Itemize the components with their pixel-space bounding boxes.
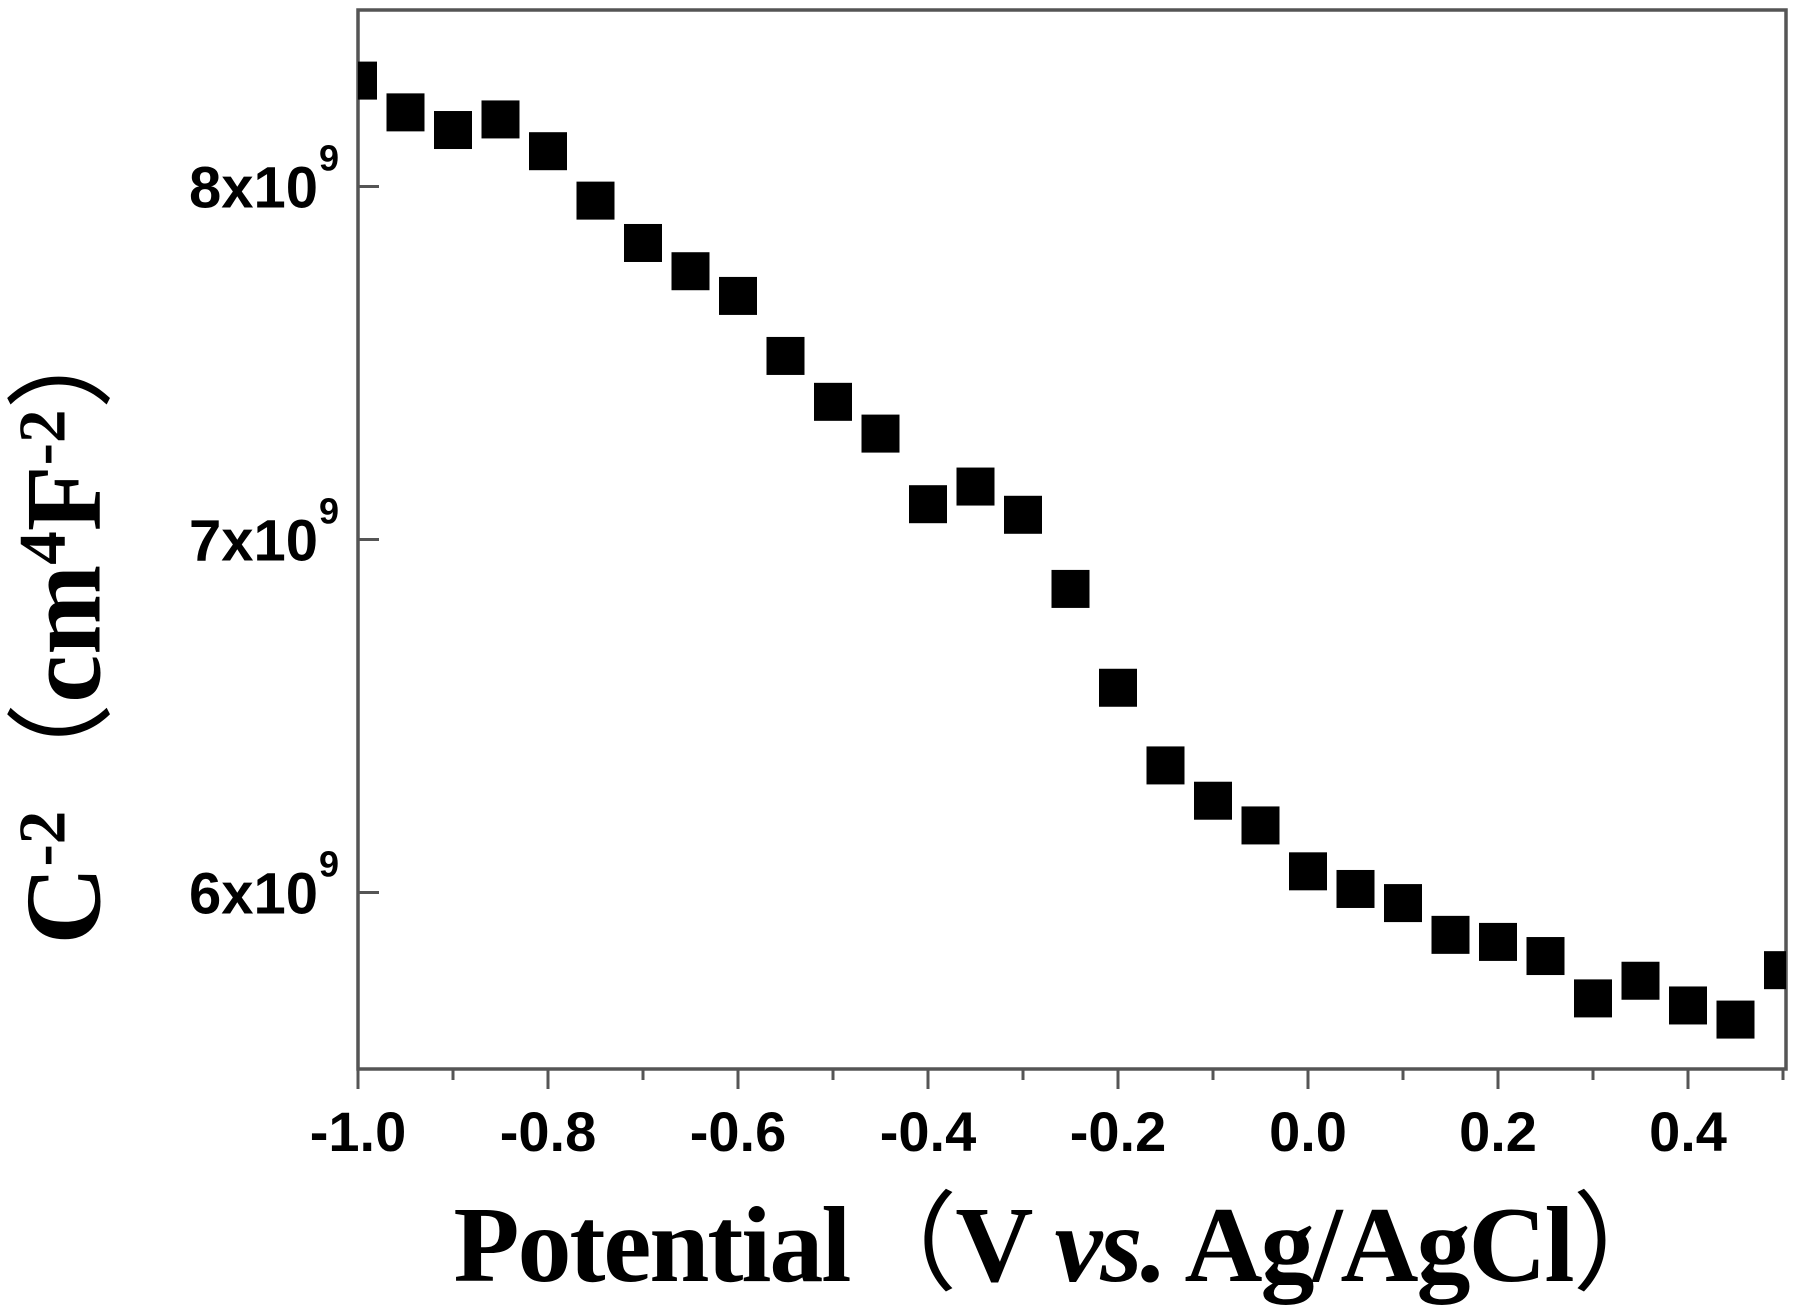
ylabel-c-exponent: -2 (5, 810, 80, 867)
ylabel-open-paren: （ (4, 702, 124, 811)
ylabel-close-paren: ） (4, 301, 124, 410)
x-tick-label: -0.6 (690, 1100, 787, 1163)
y-tick-exponent: 9 (319, 844, 339, 885)
ylabel-cm-exponent: 4 (5, 531, 80, 565)
ylabel-unit-cm: cm (4, 564, 124, 703)
data-point-square (1621, 961, 1660, 1000)
data-point-square (624, 223, 662, 262)
y-axis-title: C-2（cm4F-2） (4, 302, 123, 945)
y-tick-exponent: 9 (319, 138, 339, 179)
xlabel-vs: vs. (1054, 1186, 1167, 1305)
xlabel-main: Potential (453, 1186, 851, 1305)
data-point-square (1431, 915, 1470, 954)
x-tick-label: 0.0 (1269, 1100, 1347, 1163)
data-point-square (1336, 869, 1375, 908)
ylabel-f-exponent: -2 (5, 409, 80, 466)
data-point-square (956, 467, 995, 506)
data-point-square (671, 252, 710, 291)
data-point-square (909, 485, 947, 524)
xlabel-ref: Ag/AgCl (1165, 1186, 1574, 1305)
data-point-square (1384, 884, 1422, 923)
data-point-square (1004, 495, 1042, 534)
data-point-square (814, 382, 852, 421)
data-point-square (1764, 951, 1786, 990)
data-point-square (1479, 922, 1517, 961)
data-point-square (386, 93, 425, 132)
data-point-square (719, 276, 757, 315)
y-tick-label: 6x10 (189, 862, 318, 927)
data-point-square (1241, 806, 1280, 845)
data-point-square (1099, 668, 1137, 707)
x-tick-label: 0.2 (1459, 1100, 1537, 1163)
y-tick-label: 8x10 (189, 156, 318, 221)
ylabel-unit-f: F (4, 465, 124, 532)
data-point-square (529, 132, 567, 171)
data-point-square (1194, 781, 1232, 820)
x-axis-ticks: -1.0 -0.8 -0.6 -0.4 -0.2 0.0 0.2 0.4 (310, 1069, 1785, 1163)
data-point-square (1669, 986, 1707, 1025)
data-point-square (766, 336, 805, 375)
data-point-square (1146, 746, 1185, 785)
data-point-square (1051, 569, 1090, 608)
data-point-square (1526, 937, 1565, 976)
x-tick-label: -0.2 (1070, 1100, 1167, 1163)
xlabel-close-paren: ） (1572, 1186, 1680, 1305)
x-tick-label: -1.0 (310, 1100, 407, 1163)
x-tick-label: -0.8 (500, 1100, 597, 1163)
xlabel-open-paren: （ (849, 1186, 957, 1305)
data-series (358, 61, 1786, 1039)
y-tick-label: 7x10 (189, 509, 318, 574)
data-point-square (1574, 979, 1612, 1018)
data-point-square (434, 111, 472, 150)
data-point-square (576, 181, 615, 220)
x-tick-label: 0.4 (1649, 1100, 1727, 1163)
xlabel-v: V (955, 1186, 1055, 1305)
ylabel-c: C (4, 866, 124, 945)
data-point-square (481, 100, 520, 139)
plot-frame (356, 8, 1788, 1071)
y-tick-exponent: 9 (319, 491, 339, 532)
data-point-square (1289, 852, 1327, 891)
data-point-square (861, 414, 900, 453)
x-tick-label: -0.4 (880, 1100, 977, 1163)
data-point-square (1716, 1000, 1755, 1039)
data-point-square (358, 61, 377, 100)
frame-rect (356, 8, 1788, 1071)
x-axis-title: Potential（V vs. Ag/AgCl） (453, 1192, 1680, 1300)
